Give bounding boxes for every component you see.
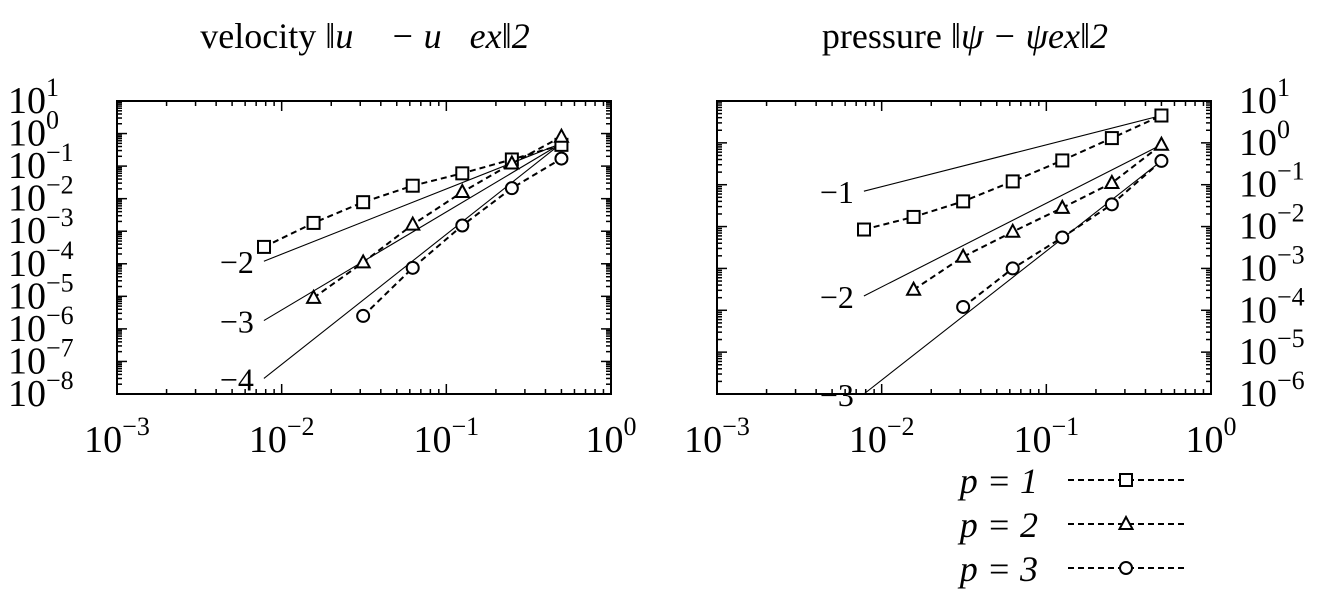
data-point-triangle [503, 154, 521, 170]
y-tick-label: 10−3 [1239, 240, 1305, 289]
y-tick-label: 10−3 [8, 203, 74, 252]
data-point-triangle [954, 247, 972, 263]
legend-marker-circle [1119, 561, 1133, 575]
data-point-circle [554, 151, 569, 166]
data-point-triangle [1004, 222, 1021, 238]
data-point-circle [504, 181, 519, 196]
y-tick-label: 10−4 [1239, 282, 1305, 331]
data-point-circle [1154, 153, 1169, 168]
data-point-square [356, 195, 371, 210]
data-point-circle [405, 260, 420, 275]
y-tick-label: 10−1 [1239, 157, 1305, 206]
series-line-triangle [913, 143, 1163, 291]
y-tick-label: 10−7 [8, 333, 74, 382]
data-point-square [956, 194, 971, 209]
y-tick-label: 101 [8, 73, 59, 122]
chart-title: velocity ‖u⃗ − u⃗ex‖2 [200, 16, 529, 56]
reference-slope-label: −1 [820, 174, 854, 210]
data-point-circle [1055, 230, 1070, 245]
data-point-triangle [905, 280, 922, 296]
x-tick-label: 10−2 [249, 412, 315, 461]
data-point-triangle [454, 182, 471, 199]
data-point-square [1104, 131, 1119, 146]
x-tick-label: 10−2 [849, 412, 915, 461]
data-point-triangle [1153, 135, 1170, 151]
y-tick-label: 10−2 [1239, 199, 1305, 248]
data-point-triangle [553, 127, 570, 143]
y-tick-label: 10−2 [8, 171, 74, 220]
plot-frame [116, 100, 612, 395]
data-point-square [306, 215, 321, 230]
y-tick-label: 10−6 [1239, 366, 1305, 415]
reference-slope-label: −2 [820, 279, 854, 315]
reference-slope-line-2 [263, 142, 562, 322]
title-space [942, 16, 951, 56]
chart-title: pressure ‖ψ − ψex‖2 [822, 16, 1108, 56]
reference-slope-line-2 [863, 144, 1162, 297]
title-space [316, 16, 325, 56]
reference-slope-label: −3 [220, 304, 254, 340]
data-point-circle [356, 308, 371, 323]
legend: p = 1p = 2p = 3 [957, 461, 1184, 589]
chart-title-main: pressure [822, 16, 942, 56]
chart-title-main: velocity [200, 16, 316, 56]
y-tick-label: 10−6 [8, 301, 74, 350]
data-point-circle [455, 218, 470, 233]
data-point-triangle [1054, 198, 1071, 214]
data-point-square [906, 209, 921, 224]
reference-slope-label: −4 [220, 361, 254, 397]
data-point-square [1055, 153, 1070, 168]
y-tick-label: 101 [1239, 73, 1290, 122]
y-tick-label: 10−8 [8, 366, 74, 415]
series-line-triangle [313, 135, 562, 299]
y-tick-label: 10−1 [8, 138, 74, 187]
legend-label: p = 1 [957, 461, 1038, 501]
data-point-circle [1005, 261, 1020, 276]
legend-marker-triangle [1117, 514, 1135, 530]
data-point-square [455, 166, 470, 181]
data-point-square [257, 239, 272, 254]
reference-slope-label: −2 [220, 244, 254, 280]
data-point-circle [1104, 197, 1119, 212]
data-point-circle [956, 299, 971, 314]
y-tick-label: 100 [1239, 115, 1290, 164]
x-tick-label: 10−1 [1013, 412, 1079, 461]
legend-label: p = 3 [957, 549, 1038, 589]
x-tick-label: 100 [586, 412, 637, 461]
y-tick-label: 10−4 [8, 236, 74, 285]
legend-label: p = 2 [957, 505, 1038, 545]
y-tick-label: 10−5 [8, 268, 74, 317]
x-tick-label: 10−3 [684, 412, 750, 461]
x-tick-label: 100 [1186, 412, 1237, 461]
data-point-square [1005, 174, 1020, 189]
data-point-square [857, 222, 872, 237]
y-tick-label: 100 [8, 106, 59, 155]
reference-slope-line-1 [863, 114, 1162, 192]
data-point-square [1154, 108, 1169, 123]
data-point-square [405, 178, 420, 193]
chart-panel-2: pressure ‖ψ − ψex‖2−1−2−310−3 10−2 10−1 100… [684, 16, 1305, 461]
data-point-triangle [354, 253, 372, 269]
chart-title-math: ‖ψ − ψex‖2 [951, 16, 1108, 56]
chart-panel-1: velocity ‖u⃗ − u⃗ex‖2−2−3−410−3 10−2 10−1 1… [8, 16, 637, 461]
x-tick-label: 10−1 [413, 412, 479, 461]
plot-frame [716, 100, 1212, 395]
chart-title-math: ‖u⃗ − u⃗ex‖2 [325, 16, 529, 56]
data-point-triangle [404, 215, 421, 231]
legend-marker-square [1119, 473, 1133, 487]
reference-slope-line-3 [863, 160, 1162, 395]
data-point-triangle [1103, 173, 1121, 189]
data-point-triangle [305, 288, 322, 304]
x-tick-label: 10−3 [84, 412, 150, 461]
y-tick-label: 10−5 [1239, 324, 1305, 373]
